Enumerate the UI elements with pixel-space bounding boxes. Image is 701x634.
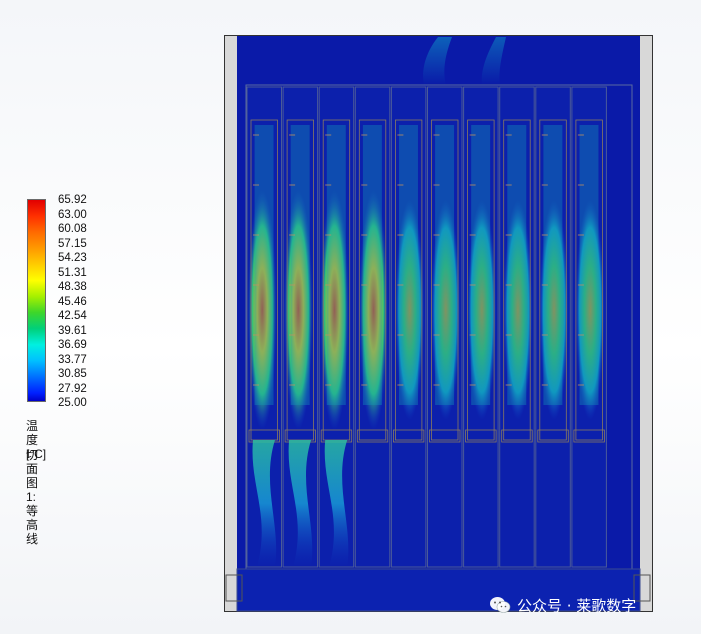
- legend-unit-label: 温度 [°C]: [26, 419, 47, 461]
- legend-tick: 33.77: [58, 353, 87, 366]
- left-wall: [225, 36, 237, 611]
- wake-plume: [252, 440, 277, 567]
- plot-title: 切面图 1: 等高线: [26, 448, 39, 546]
- legend-tick: 63.00: [58, 208, 87, 221]
- legend-tick: 36.69: [58, 339, 87, 351]
- legend-tick: 25.00: [58, 397, 87, 409]
- temperature-contour-view: [224, 35, 653, 612]
- legend-tick: 30.85: [58, 368, 87, 380]
- legend-tick: 54.23: [58, 252, 87, 264]
- wake-plume: [288, 440, 313, 567]
- module-column: [499, 86, 535, 568]
- module-column: [463, 86, 499, 568]
- wake-plume: [324, 440, 349, 567]
- watermark: 公众号 · 莱歌数字: [489, 594, 636, 616]
- module-column: [390, 86, 427, 568]
- module-column: [354, 86, 391, 568]
- legend-tick: 42.54: [58, 310, 87, 322]
- legend-tick: 57.15: [58, 237, 87, 250]
- wechat-icon: [490, 597, 511, 613]
- bottom-duct: [236, 568, 641, 612]
- lower-wake-plumes: [252, 440, 349, 567]
- legend-tick: 45.46: [58, 295, 87, 308]
- module-column: [427, 86, 463, 568]
- module-array: [246, 86, 607, 568]
- legend-tick: 60.08: [58, 223, 87, 235]
- legend-tick: 27.92: [58, 382, 87, 395]
- color-scale-bar: [27, 199, 46, 402]
- legend-tick: 65.92: [58, 194, 87, 206]
- legend-tick: 39.61: [58, 324, 87, 337]
- module-column: [571, 86, 607, 568]
- legend-tick: 51.31: [58, 266, 87, 279]
- module-column: [246, 86, 282, 568]
- module-column: [535, 86, 571, 568]
- watermark-text: 公众号 · 莱歌数字: [517, 596, 637, 615]
- right-wall: [640, 36, 652, 611]
- top-plenum-plumes: [423, 37, 506, 85]
- legend-tick: 48.38: [58, 281, 87, 293]
